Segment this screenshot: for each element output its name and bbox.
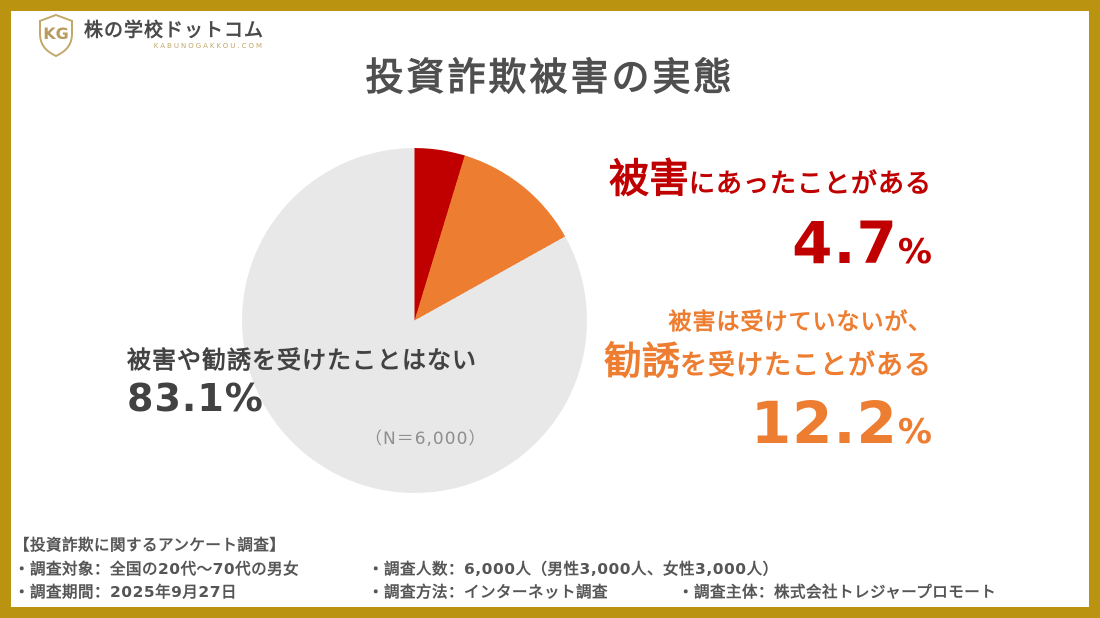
brand-text: 株の学校ドットコム KABUNOGAKKOU.COM [84,18,265,50]
survey-target: ・調査対象：全国の20代～70代の男女 [14,560,300,578]
red-label-value-line: 4.7% [590,214,932,272]
orange-label-line1: 被害は受けていないが、 [668,309,932,335]
survey-organizer: ・調査主体：株式会社トレジャープロモート [678,583,997,601]
gray-label-text: 被害や勧誘を受けたことはない [127,346,477,374]
red-label-rest: にあったことがある [688,169,932,199]
brand-name: 株の学校ドットコム [84,18,265,41]
pie-chart [242,148,587,493]
sample-size-note: （N＝6,000） [365,429,487,449]
survey-heading: 【投資詐欺に関するアンケート調査】 [14,536,286,554]
page-title: 投資詐欺被害の実態 [365,55,735,99]
shield-initials: KG [43,24,69,43]
orange-label-rest: を受けたことがある [680,349,932,381]
orange-label-value: 12.2 [750,389,898,458]
shield-logo-icon: KG [36,13,76,57]
red-label-emphasis: 被害 [608,156,689,202]
brand-domain: KABUNOGAKKOU.COM [153,41,265,50]
survey-period: ・調査期間：2025年9月27日 [14,583,237,601]
orange-label-line2: 勧誘を受けたことがある [590,337,932,386]
label-solicited-only: 被害は受けていないが、 勧誘を受けたことがある 12.2% [590,308,932,452]
gray-label-value: 83.1% [127,375,264,420]
label-no-damage-no-solicitation: 被害や勧誘を受けたことはない 83.1% [127,346,477,422]
orange-label-percent-sign: % [897,412,932,453]
label-damaged: 被害にあったことがある 4.7% [590,146,932,272]
orange-label-emphasis: 勧誘 [603,338,680,383]
orange-label-value-line: 12.2% [590,394,932,452]
survey-method: ・調査方法：インターネット調査 [368,583,609,601]
red-label-text: 被害にあったことがある [590,146,932,204]
red-label-percent-sign: % [897,232,932,272]
brand-logo: KG 株の学校ドットコム KABUNOGAKKOU.COM [36,13,264,57]
red-label-value: 4.7 [792,209,898,277]
survey-sample-size: ・調査人数：6,000人（男性3,000人、女性3,000人） [368,560,779,578]
survey-details: 【投資詐欺に関するアンケート調査】 ・調査対象：全国の20代～70代の男女 ・調… [0,533,1100,605]
